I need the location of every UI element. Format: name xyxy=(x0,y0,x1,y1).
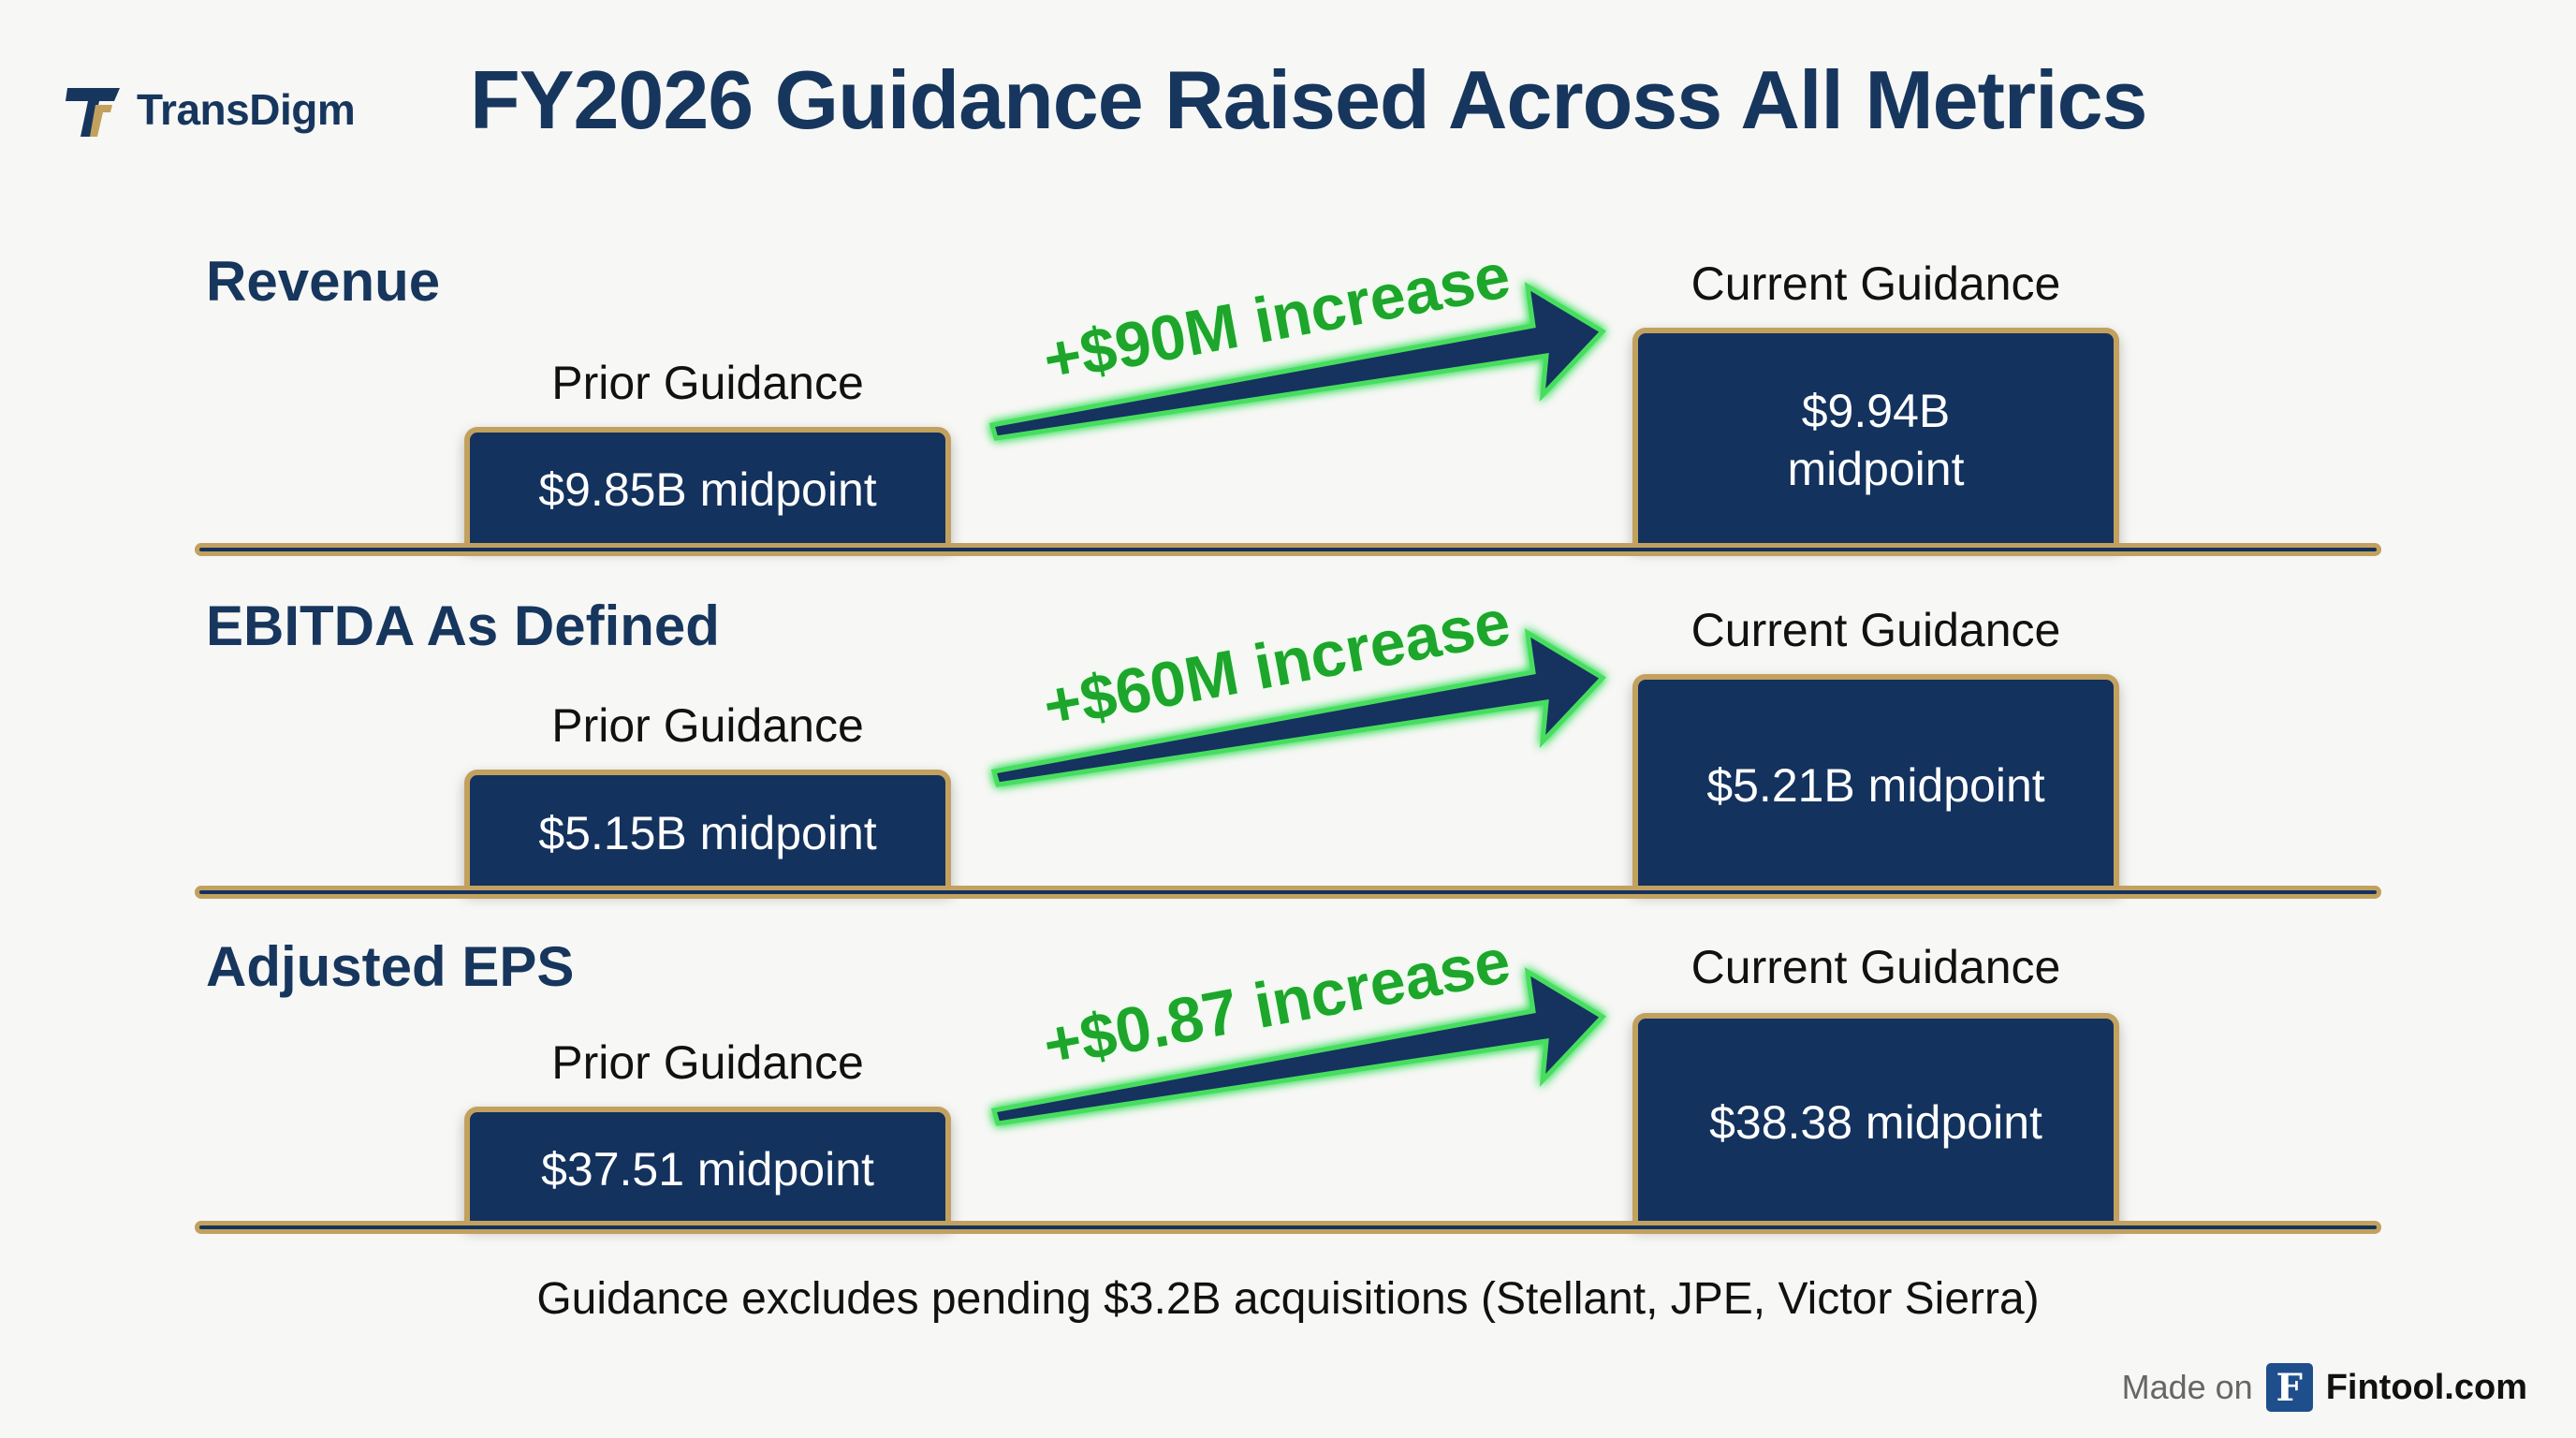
increase-arrow-eps: +$0.87 increase xyxy=(990,924,1606,1126)
prior-guidance-value-revenue: $9.85B midpoint xyxy=(538,462,877,516)
prior-guidance-bar-eps: $37.51 midpoint xyxy=(464,1107,951,1226)
baseline-revenue xyxy=(195,543,2381,556)
current-guidance-label-eps: Current Guidance xyxy=(1690,941,2061,993)
prior-guidance-value-ebitda: $5.15B midpoint xyxy=(538,806,877,859)
current-guidance-value-ebitda: $5.21B midpoint xyxy=(1706,758,2045,812)
current-guidance-bar-ebitda: $5.21B midpoint xyxy=(1632,674,2119,891)
transdigm-logo: TransDigm xyxy=(64,79,382,142)
current-guidance-bar-revenue: $9.94B midpoint xyxy=(1632,328,2119,547)
current-guidance-label-ebitda: Current Guidance xyxy=(1690,604,2061,656)
arrow-icon xyxy=(988,282,1606,441)
fintool-brand-text: Fintool.com xyxy=(2325,1367,2527,1407)
logo-text: TransDigm xyxy=(137,85,356,134)
prior-guidance-label-revenue: Prior Guidance xyxy=(551,357,864,409)
metric-label-ebitda: EBITDA As Defined xyxy=(206,594,720,657)
prior-guidance-bar-ebitda: $5.15B midpoint xyxy=(464,770,951,891)
current-guidance-unit-revenue: midpoint xyxy=(1787,443,1965,495)
current-guidance-value-eps: $38.38 midpoint xyxy=(1709,1095,2042,1149)
fintool-f-icon: F xyxy=(2265,1363,2313,1412)
baseline-eps xyxy=(195,1221,2381,1234)
current-guidance-label-revenue: Current Guidance xyxy=(1690,257,2061,310)
prior-guidance-value-eps: $37.51 midpoint xyxy=(541,1142,874,1196)
increase-arrow-revenue: +$90M increase xyxy=(988,239,1606,441)
made-on-text: Made on xyxy=(2121,1368,2253,1406)
increase-arrow-ebitda: +$60M increase xyxy=(990,585,1606,787)
footnote: Guidance excludes pending $3.2B acquisit… xyxy=(536,1274,2040,1324)
baseline-ebitda xyxy=(195,886,2381,899)
made-on-badge[interactable]: Made on F Fintool.com xyxy=(2122,1361,2527,1414)
metric-label-revenue: Revenue xyxy=(206,250,441,313)
metric-label-eps: Adjusted EPS xyxy=(206,935,575,998)
prior-guidance-label-eps: Prior Guidance xyxy=(551,1036,864,1089)
current-guidance-bar-eps: $38.38 midpoint xyxy=(1632,1013,2119,1226)
arrow-icon xyxy=(990,967,1606,1126)
prior-guidance-label-ebitda: Prior Guidance xyxy=(551,699,864,752)
page-title: FY2026 Guidance Raised Across All Metric… xyxy=(470,53,2147,146)
prior-guidance-bar-revenue: $9.85B midpoint xyxy=(464,427,951,547)
arrow-icon xyxy=(990,628,1606,787)
current-guidance-value-revenue: $9.94B xyxy=(1801,384,1951,437)
transdigm-logo-icon xyxy=(66,88,120,137)
